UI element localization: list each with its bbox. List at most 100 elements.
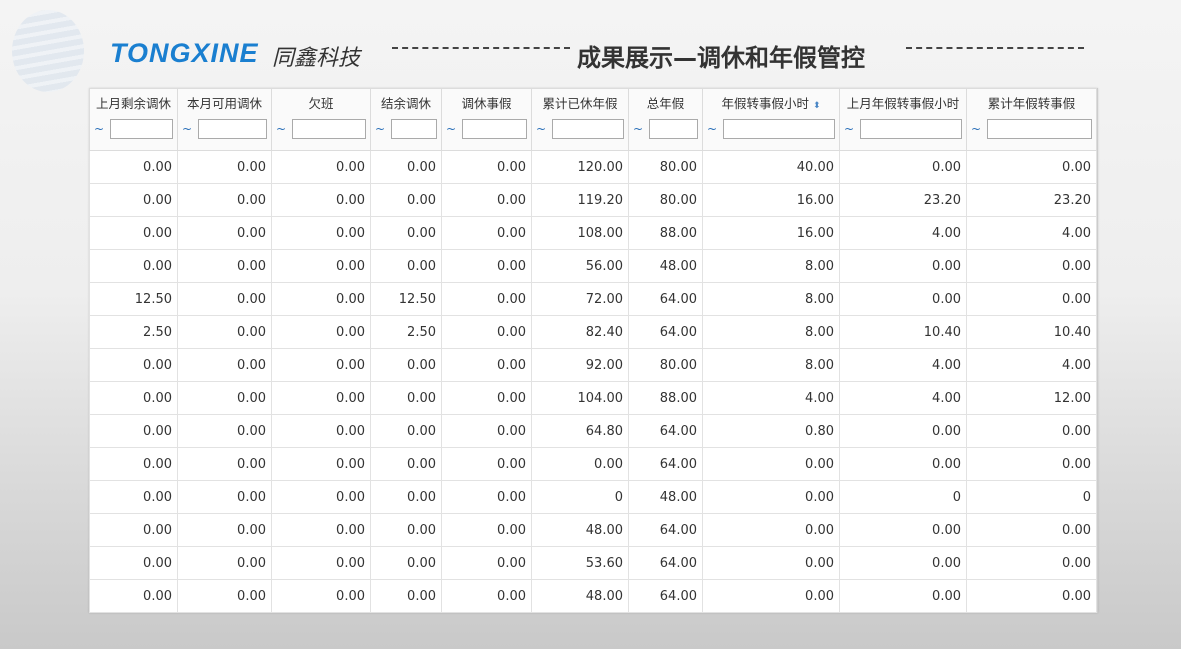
column-filter-input[interactable] [552, 119, 624, 139]
table-cell: 0.00 [271, 249, 371, 283]
table-cell: 0.00 [839, 282, 967, 316]
column-filter-input[interactable] [723, 119, 835, 139]
table-cell: 0.00 [370, 183, 442, 217]
table-cell: 0.00 [177, 546, 272, 580]
table-cell: 10.40 [966, 315, 1097, 349]
table-cell: 0.00 [702, 546, 840, 580]
table-cell: 0.00 [271, 447, 371, 481]
column-header[interactable]: 累计已休年假 ~ [531, 88, 629, 151]
table-row[interactable]: 0.00 0.00 0.00 0.00 0.00 53.60 64.00 0.00 0.00 0.… [89, 546, 1097, 580]
table-cell: 0.00 [271, 414, 371, 448]
table-cell: 10.40 [839, 315, 967, 349]
table-row[interactable]: 0.00 0.00 0.00 0.00 0.00 104.00 88.00 4.00 4.00 1… [89, 381, 1097, 415]
table-cell: 0.00 [271, 513, 371, 547]
range-tilde: ~ [446, 122, 457, 136]
table-cell: 4.00 [839, 216, 967, 250]
column-title: 调休事假 [461, 96, 512, 111]
table-cell: 0.00 [271, 480, 371, 514]
table-cell: 0.00 [441, 150, 532, 184]
table-row[interactable]: 2.50 0.00 0.00 2.50 0.00 82.40 64.00 8.00 10.40 1… [89, 315, 1097, 349]
table-cell: 82.40 [531, 315, 629, 349]
table-cell: 0.00 [370, 348, 442, 382]
column-header[interactable]: 结余调休 ~ [370, 88, 442, 151]
column-filter-input[interactable] [462, 119, 527, 139]
table-cell: 0.00 [177, 249, 272, 283]
table-cell: 48.00 [531, 513, 629, 547]
column-filter-input[interactable] [860, 119, 962, 139]
column-filter-input[interactable] [649, 119, 698, 139]
table-cell: 0.00 [839, 546, 967, 580]
table-cell: 0.00 [89, 579, 178, 613]
sort-arrows-icon[interactable]: ⬍ [812, 101, 821, 111]
table-cell: 0.00 [177, 216, 272, 250]
table-cell: 0.00 [966, 546, 1097, 580]
table-cell: 0 [966, 480, 1097, 514]
table-cell: 0.00 [271, 216, 371, 250]
table-cell: 0.00 [370, 150, 442, 184]
divider [906, 47, 1084, 49]
table-cell: 8.00 [702, 282, 840, 316]
column-header[interactable]: 总年假 ~ [628, 88, 703, 151]
table-cell: 56.00 [531, 249, 629, 283]
range-tilde: ~ [971, 122, 982, 136]
column-title: 上月剩余调休 [95, 96, 171, 111]
table-row[interactable]: 0.00 0.00 0.00 0.00 0.00 0 48.00 0.00 0 0 [89, 480, 1097, 514]
page-title: 成果展示—调休和年假管控 [577, 44, 865, 72]
table-row[interactable]: 0.00 0.00 0.00 0.00 0.00 64.80 64.00 0.80 0.00 0.… [89, 414, 1097, 448]
column-header[interactable]: 年假转事假小时 ⬍ ~ [702, 88, 840, 151]
table-cell: 0.00 [370, 546, 442, 580]
table-cell: 0.00 [89, 183, 178, 217]
column-title: 总年假 [646, 96, 685, 111]
table-cell: 0.00 [441, 315, 532, 349]
column-title: 欠班 [308, 96, 334, 111]
table-row[interactable]: 0.00 0.00 0.00 0.00 0.00 56.00 48.00 8.00 0.00 0.… [89, 249, 1097, 283]
column-filter-input[interactable] [198, 119, 267, 139]
table-cell: 64.00 [628, 513, 703, 547]
brand-logo: TONGXINE [110, 38, 259, 68]
table-cell: 0.00 [966, 447, 1097, 481]
table-cell: 0.00 [966, 249, 1097, 283]
table-cell: 64.00 [628, 546, 703, 580]
table-cell: 0.00 [370, 216, 442, 250]
table-cell: 0.00 [441, 249, 532, 283]
table-cell: 0.00 [441, 414, 532, 448]
table-cell: 108.00 [531, 216, 629, 250]
range-tilde: ~ [182, 122, 193, 136]
table-cell: 23.20 [839, 183, 967, 217]
table-row[interactable]: 0.00 0.00 0.00 0.00 0.00 48.00 64.00 0.00 0.00 0.… [89, 579, 1097, 613]
table-cell: 4.00 [966, 216, 1097, 250]
column-header[interactable]: 欠班 ~ [271, 88, 371, 151]
table-cell: 64.00 [628, 282, 703, 316]
table-cell: 0.00 [839, 579, 967, 613]
range-tilde: ~ [375, 122, 386, 136]
column-header[interactable]: 累计年假转事假 ~ [966, 88, 1097, 151]
table-cell: 119.20 [531, 183, 629, 217]
table-row[interactable]: 0.00 0.00 0.00 0.00 0.00 92.00 80.00 8.00 4.00 4.… [89, 348, 1097, 382]
column-filter-input[interactable] [391, 119, 437, 139]
table-cell: 0.00 [271, 579, 371, 613]
column-header[interactable]: 上月剩余调休 ~ [89, 88, 178, 151]
table-row[interactable]: 0.00 0.00 0.00 0.00 0.00 108.00 88.00 16.00 4.00… [89, 216, 1097, 250]
table-row[interactable]: 12.50 0.00 0.00 12.50 0.00 72.00 64.00 8.00 0.00… [89, 282, 1097, 316]
data-grid: 上月剩余调休 ~ 本月可用调休 ~ 欠班 ~ 结余调休 ~ 调休事假 ~ 累计已休年假 ~ 总年假 ~ 年假… [89, 88, 1098, 613]
table-cell: 0.00 [441, 183, 532, 217]
table-row[interactable]: 0.00 0.00 0.00 0.00 0.00 119.20 80.00 16.00 23.2… [89, 183, 1097, 217]
column-filter-input[interactable] [292, 119, 366, 139]
table-row[interactable]: 0.00 0.00 0.00 0.00 0.00 0.00 64.00 0.00 0.00 0.0… [89, 447, 1097, 481]
table-cell: 0.00 [177, 579, 272, 613]
table-row[interactable]: 0.00 0.00 0.00 0.00 0.00 120.00 80.00 40.00 0.00… [89, 150, 1097, 184]
table-cell: 80.00 [628, 150, 703, 184]
table-cell: 0 [531, 480, 629, 514]
table-cell: 0.00 [89, 216, 178, 250]
table-cell: 0.00 [89, 513, 178, 547]
column-header[interactable]: 调休事假 ~ [441, 88, 532, 151]
table-row[interactable]: 0.00 0.00 0.00 0.00 0.00 48.00 64.00 0.00 0.00 0.… [89, 513, 1097, 547]
divider [392, 47, 570, 49]
column-filter-input[interactable] [110, 119, 173, 139]
table-cell: 0.00 [370, 513, 442, 547]
column-filter-input[interactable] [987, 119, 1092, 139]
column-header[interactable]: 上月年假转事假小时 ~ [839, 88, 967, 151]
table-cell: 0.00 [370, 249, 442, 283]
column-header[interactable]: 本月可用调休 ~ [177, 88, 272, 151]
table-cell: 8.00 [702, 348, 840, 382]
